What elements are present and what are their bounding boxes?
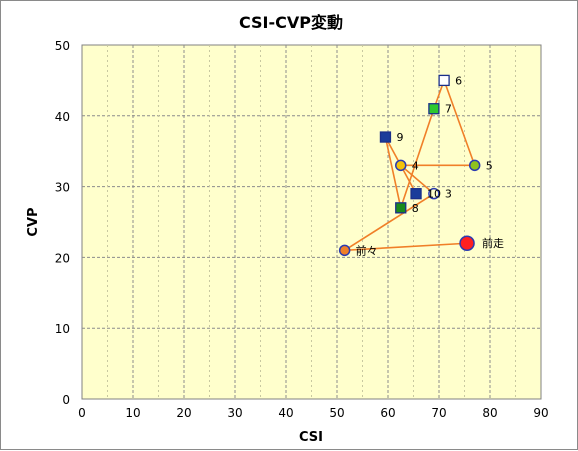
series-segment: [400, 164, 435, 195]
data-point-前々: [338, 244, 351, 257]
x-tick-label: 60: [380, 406, 395, 420]
grid: [82, 45, 541, 399]
x-tick-label: 70: [431, 406, 446, 420]
point-label: 9: [396, 131, 403, 144]
x-tick-label: 80: [482, 406, 497, 420]
point-label: 5: [486, 159, 493, 172]
y-tick-label: 20: [55, 251, 70, 265]
data-points: [338, 74, 481, 257]
series-segment: [344, 242, 468, 252]
x-tick-label: 10: [125, 406, 140, 420]
data-point-6: [438, 74, 450, 87]
point-label: 前々: [356, 243, 378, 257]
data-point-9: [379, 131, 392, 143]
y-tick-label: 10: [55, 322, 70, 336]
x-tick-label: 0: [78, 406, 86, 420]
data-point-8: [395, 202, 407, 214]
point-label: 3: [445, 188, 452, 201]
x-tick-label: 30: [227, 406, 242, 420]
series-segment: [344, 193, 435, 251]
y-axis-label: CVP: [26, 207, 41, 236]
point-label: 10: [427, 188, 441, 201]
data-point-10: [410, 188, 422, 200]
point-label: 8: [412, 202, 419, 215]
y-tick-label: 0: [62, 393, 70, 407]
x-axis-label: CSI: [299, 430, 323, 445]
y-tick-label: 30: [55, 181, 70, 195]
x-tick-label: 90: [533, 406, 548, 420]
data-point-7: [428, 103, 440, 115]
point-label: 6: [455, 74, 462, 87]
series-segment: [384, 136, 402, 209]
series-segment: [399, 108, 435, 209]
data-point-3: [428, 187, 440, 200]
x-tick-label: 20: [176, 406, 191, 420]
axis-ticks: 0 10 20 30 40 50 60 70 80 90 0 10 20 30 40 50: [55, 39, 549, 420]
data-point-前走: [459, 235, 475, 251]
data-point-4: [395, 159, 407, 172]
series-segment: [443, 80, 476, 166]
y-tick-label: 40: [55, 110, 70, 124]
point-label: 前走: [482, 236, 504, 250]
point-labels: 10 9 8 7 6 5 4 3 前々 前走: [356, 74, 504, 257]
x-tick-label: 50: [329, 406, 344, 420]
data-point-5: [468, 159, 481, 172]
chart-title: CSI-CVP変動: [239, 13, 343, 32]
y-tick-label: 50: [55, 39, 70, 53]
point-label: 7: [445, 103, 452, 116]
point-label: 4: [412, 159, 419, 172]
series-lines: [344, 80, 476, 252]
x-tick-label: 40: [278, 406, 293, 420]
